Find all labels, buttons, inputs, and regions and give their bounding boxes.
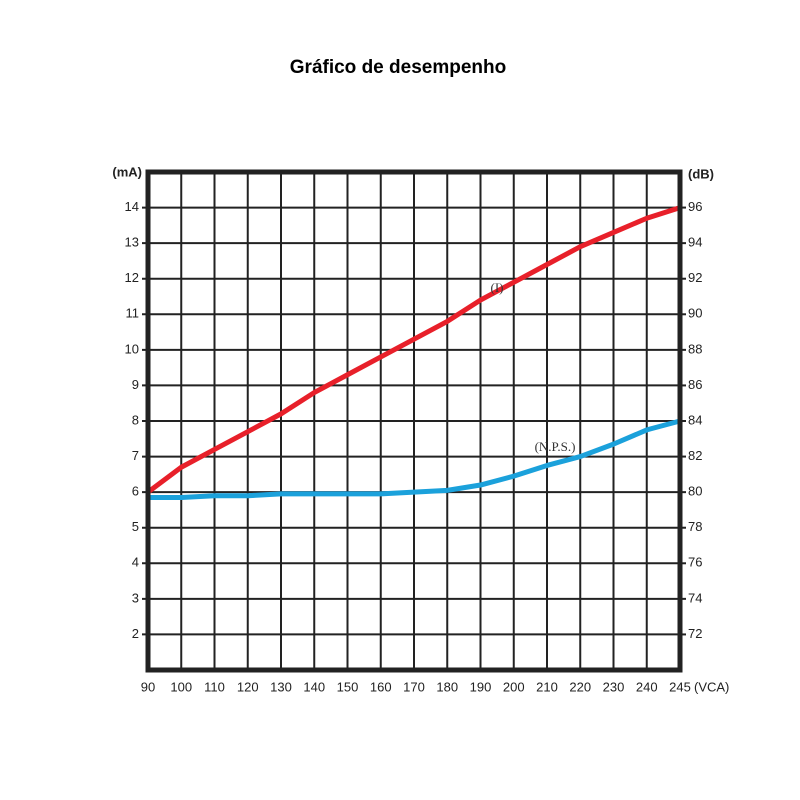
x-tick-label: 150 xyxy=(337,679,359,694)
y-tick-label: 3 xyxy=(132,590,139,605)
y-axis-label: (mA) xyxy=(112,164,142,179)
y2-tick-label: 74 xyxy=(688,590,702,605)
y2-tick-label: 90 xyxy=(688,306,702,321)
x-tick-label: 140 xyxy=(303,679,325,694)
y-tick-label: 14 xyxy=(125,199,139,214)
y2-tick-label: 80 xyxy=(688,484,702,499)
x-tick-label: 220 xyxy=(569,679,591,694)
series-line xyxy=(146,205,681,495)
chart-title: Gráfico de desempenho xyxy=(290,57,506,78)
y2-tick-label: 82 xyxy=(688,448,702,463)
plot-border xyxy=(145,169,683,673)
y2-tick-label: 72 xyxy=(688,626,702,641)
series-label: (N.P.S.) xyxy=(535,439,576,454)
x-tick-label: 190 xyxy=(470,679,492,694)
y2-axis-label: (dB) xyxy=(688,166,714,181)
x-tick-label: 110 xyxy=(204,679,225,694)
x-tick-label: 170 xyxy=(403,679,425,694)
y-tick-label: 7 xyxy=(132,448,139,463)
y2-tick-label: 76 xyxy=(688,555,702,570)
y-tick-label: 5 xyxy=(132,519,139,534)
y-tick-label: 9 xyxy=(132,377,139,392)
series-label: (I) xyxy=(491,280,504,295)
x-axis-label: (VCA) xyxy=(694,679,729,694)
x-tick-label: 245 xyxy=(669,679,691,694)
x-tick-label: 100 xyxy=(170,679,192,694)
y-tick-label: 8 xyxy=(132,412,139,427)
y2-tick-label: 94 xyxy=(688,235,702,250)
x-tick-label: 200 xyxy=(503,679,525,694)
y-tick-label: 4 xyxy=(132,555,139,570)
x-tick-label: 230 xyxy=(603,679,625,694)
y-tick-label: 12 xyxy=(125,270,139,285)
series-line xyxy=(148,418,681,500)
y-tick-label: 13 xyxy=(125,235,139,250)
x-tick-label: 180 xyxy=(436,679,458,694)
y2-tick-label: 78 xyxy=(688,519,702,534)
y-tick-label: 10 xyxy=(125,341,139,356)
x-tick-label: 240 xyxy=(636,679,658,694)
y2-tick-label: 92 xyxy=(688,270,702,285)
x-tick-label: 90 xyxy=(141,679,155,694)
y-tick-label: 11 xyxy=(126,306,140,321)
y2-tick-label: 88 xyxy=(688,341,702,356)
y-tick-label: 6 xyxy=(132,484,139,499)
y2-tick-label: 86 xyxy=(688,377,702,392)
x-tick-label: 210 xyxy=(536,679,558,694)
x-tick-label: 120 xyxy=(237,679,259,694)
x-tick-label: 130 xyxy=(270,679,292,694)
y-tick-label: 2 xyxy=(132,626,139,641)
y2-tick-label: 96 xyxy=(688,199,702,214)
y2-tick-label: 84 xyxy=(688,412,702,427)
x-tick-label: 160 xyxy=(370,679,392,694)
